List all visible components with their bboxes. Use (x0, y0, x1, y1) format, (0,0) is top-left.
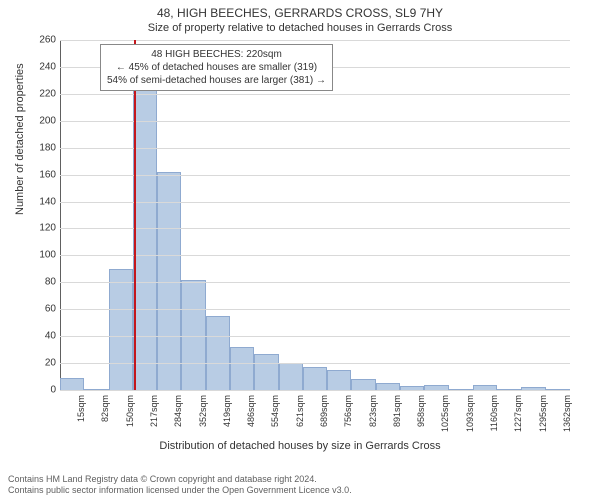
footer-line: Contains public sector information licen… (8, 485, 352, 496)
bar (133, 88, 157, 390)
grid-line (60, 336, 570, 337)
x-tick-label: 15sqm (76, 395, 86, 445)
chart-subtitle: Size of property relative to detached ho… (0, 20, 600, 36)
chart-area: 48 HIGH BEECHES: 220sqm ← 45% of detache… (60, 40, 570, 390)
x-tick-label: 150sqm (125, 395, 135, 445)
y-tick-label: 0 (30, 385, 56, 396)
footer: Contains HM Land Registry data © Crown c… (8, 474, 352, 497)
x-tick-label: 1093sqm (465, 395, 475, 445)
bar (109, 269, 133, 390)
annotation-line: 54% of semi-detached houses are larger (… (107, 74, 326, 87)
y-tick-label: 120 (30, 223, 56, 234)
y-tick-label: 80 (30, 277, 56, 288)
x-tick-label: 1295sqm (538, 395, 548, 445)
grid-line (60, 148, 570, 149)
y-tick-label: 160 (30, 169, 56, 180)
grid-line (60, 202, 570, 203)
footer-line: Contains HM Land Registry data © Crown c… (8, 474, 352, 485)
bar (254, 354, 278, 390)
x-tick-label: 1160sqm (489, 395, 499, 445)
bar (157, 172, 181, 390)
bar (351, 379, 375, 390)
grid-line (60, 282, 570, 283)
bar (206, 316, 230, 390)
x-tick-label: 1227sqm (513, 395, 523, 445)
y-tick-label: 260 (30, 35, 56, 46)
subject-marker-line (134, 40, 136, 390)
x-tick-label: 82sqm (100, 395, 110, 445)
y-tick-label: 220 (30, 88, 56, 99)
grid-line (60, 390, 570, 391)
x-tick-label: 352sqm (198, 395, 208, 445)
grid-line (60, 228, 570, 229)
x-tick-label: 284sqm (173, 395, 183, 445)
annotation-box: 48 HIGH BEECHES: 220sqm ← 45% of detache… (100, 44, 333, 91)
x-tick-label: 1025sqm (440, 395, 450, 445)
bar (181, 280, 205, 390)
y-tick-label: 240 (30, 61, 56, 72)
bar (376, 383, 400, 390)
y-tick-label: 60 (30, 304, 56, 315)
x-tick-label: 217sqm (149, 395, 159, 445)
x-tick-label: 486sqm (246, 395, 256, 445)
x-tick-label: 419sqm (222, 395, 232, 445)
grid-line (60, 40, 570, 41)
x-tick-label: 958sqm (416, 395, 426, 445)
annotation-line: 48 HIGH BEECHES: 220sqm (107, 48, 326, 61)
x-axis-label: Distribution of detached houses by size … (0, 440, 600, 452)
x-tick-label: 689sqm (319, 395, 329, 445)
x-tick-label: 756sqm (343, 395, 353, 445)
bar-group (60, 40, 570, 390)
x-tick-label: 621sqm (295, 395, 305, 445)
bar (303, 367, 327, 390)
chart-title: 48, HIGH BEECHES, GERRARDS CROSS, SL9 7H… (0, 0, 600, 20)
x-tick-label: 554sqm (270, 395, 280, 445)
bar (327, 370, 351, 390)
grid-line (60, 121, 570, 122)
y-tick-label: 40 (30, 331, 56, 342)
grid-line (60, 175, 570, 176)
y-tick-label: 200 (30, 115, 56, 126)
grid-line (60, 309, 570, 310)
y-axis-label: Number of detached properties (14, 63, 26, 215)
y-tick-label: 100 (30, 250, 56, 261)
x-tick-label: 823sqm (368, 395, 378, 445)
grid-line (60, 94, 570, 95)
y-tick-label: 180 (30, 142, 56, 153)
grid-line (60, 363, 570, 364)
y-tick-label: 20 (30, 358, 56, 369)
grid-line (60, 255, 570, 256)
x-tick-label: 1362sqm (562, 395, 572, 445)
bar (279, 363, 303, 390)
y-tick-label: 140 (30, 196, 56, 207)
x-tick-label: 891sqm (392, 395, 402, 445)
annotation-line: ← 45% of detached houses are smaller (31… (107, 61, 326, 74)
bar (60, 378, 84, 390)
bar (230, 347, 254, 390)
